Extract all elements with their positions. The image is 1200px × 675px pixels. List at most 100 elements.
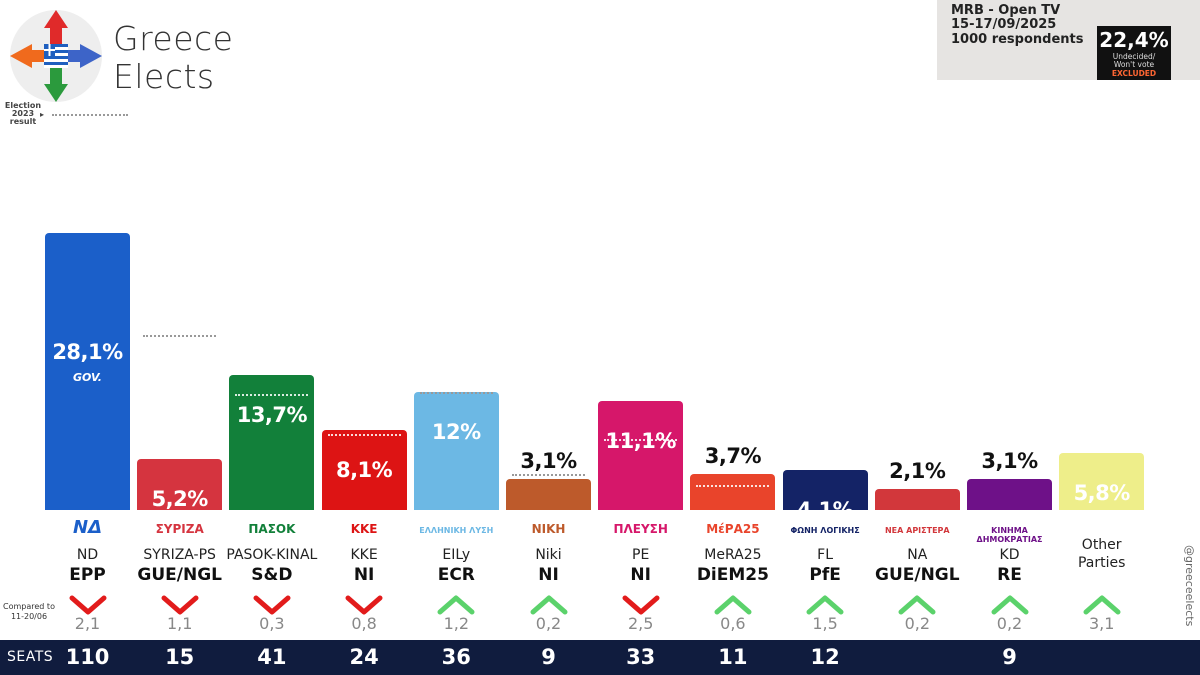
compared-line-1: Compared to bbox=[3, 602, 55, 611]
election-2023-marker bbox=[143, 334, 217, 337]
party-name: PE bbox=[632, 547, 650, 563]
undecided-pct: 22,4% bbox=[1099, 28, 1169, 52]
eu-group: GUE/NGL bbox=[137, 565, 222, 585]
change-value: 0,6 bbox=[720, 614, 746, 633]
seat-count: 110 bbox=[65, 645, 110, 669]
poll-dates: 15-17/09/2025 bbox=[951, 17, 1057, 32]
election-2023-marker bbox=[696, 485, 770, 488]
bar-kke bbox=[321, 430, 407, 510]
election-2023-marker bbox=[604, 439, 678, 442]
value-label: 3,1% bbox=[981, 449, 1038, 474]
brand-line-1: Greece bbox=[113, 19, 234, 58]
gov-label: GOV. bbox=[73, 371, 102, 384]
brand-line-2: Elects bbox=[113, 57, 215, 96]
party-name: EILy bbox=[442, 547, 471, 563]
undecided-label-1: Undecided/ bbox=[1112, 52, 1156, 61]
party-name-line: Parties bbox=[1077, 555, 1126, 571]
party-name: FL bbox=[817, 547, 834, 563]
social-handle: @greeceelects bbox=[1174, 545, 1200, 635]
seat-count: 33 bbox=[626, 645, 656, 669]
eu-group: NI bbox=[538, 565, 559, 585]
change-value: 0,8 bbox=[351, 614, 377, 633]
undecided-box: 22,4% Undecided/ Won't vote EXCLUDED bbox=[1097, 26, 1171, 80]
arrow-up-icon bbox=[530, 595, 567, 615]
seat-count: 15 bbox=[165, 645, 195, 669]
seat-count: 9 bbox=[541, 645, 556, 669]
change-value: 2,5 bbox=[627, 614, 654, 633]
party-logo-pasok: ΠΑΣΟΚ bbox=[248, 522, 296, 536]
arrow-down-icon bbox=[69, 595, 106, 615]
party-logo-el: ΕΛΛΗΝΙΚΗ ΛΥΣΗ bbox=[419, 526, 494, 535]
bar-pe bbox=[598, 400, 684, 510]
bar-niki bbox=[506, 479, 591, 510]
eu-group: NI bbox=[630, 565, 651, 585]
excluded-label: EXCLUDED bbox=[1111, 69, 1157, 78]
party-logo-nd: ΝΔ bbox=[73, 517, 102, 538]
legend-line-1: Election bbox=[4, 101, 42, 110]
social-handle-text: @greeceelects bbox=[1183, 545, 1196, 627]
election-2023-marker bbox=[235, 393, 309, 396]
change-value: 0,3 bbox=[259, 614, 285, 633]
election-2023-marker bbox=[327, 434, 401, 437]
eu-group: ECR bbox=[437, 565, 475, 585]
party-name: NA bbox=[907, 547, 928, 563]
bar-oth bbox=[1059, 452, 1145, 510]
legend-election-label: Election 2023 result bbox=[3, 102, 43, 126]
legend-dotted-line bbox=[52, 114, 128, 116]
greece-elects-logo bbox=[10, 10, 102, 102]
change-value: 1,5 bbox=[812, 614, 838, 633]
value-label: 12% bbox=[431, 419, 481, 444]
bar-pasok bbox=[229, 374, 315, 510]
seat-count: 11 bbox=[718, 645, 748, 669]
arrow-down-icon bbox=[253, 595, 291, 615]
value-label: 11,1% bbox=[605, 428, 677, 453]
eu-group: RE bbox=[997, 565, 1022, 585]
seat-count: 36 bbox=[441, 645, 471, 669]
value-label: 8,1% bbox=[335, 458, 393, 483]
seats-bar bbox=[0, 640, 1200, 675]
party-logo-syriza: ΣΥΡΙΖΑ bbox=[155, 522, 204, 536]
bar-nd bbox=[45, 233, 130, 510]
party-name: Niki bbox=[535, 547, 562, 563]
election-2023-marker bbox=[512, 473, 585, 476]
party-name: KKE bbox=[350, 547, 378, 563]
arrow-down-icon bbox=[161, 595, 199, 615]
bar-na bbox=[874, 489, 960, 510]
party-name: SYRIZA-PS bbox=[143, 547, 216, 563]
value-label: 5,8% bbox=[1073, 480, 1131, 505]
change-value: 0,2 bbox=[535, 614, 562, 633]
election-2023-marker bbox=[419, 391, 493, 394]
party-name: KD bbox=[999, 547, 1020, 563]
seat-count: 41 bbox=[257, 645, 287, 669]
arrow-down-icon bbox=[345, 595, 383, 615]
legend-arrow-icon: ▸ bbox=[40, 110, 45, 119]
party-name: PASOK-KINAL bbox=[226, 547, 318, 563]
arrow-up-icon bbox=[898, 595, 936, 615]
undecided-label-2: Won't vote bbox=[1113, 60, 1155, 69]
eu-group: DiEM25 bbox=[696, 565, 769, 585]
arrow-up-icon bbox=[437, 595, 475, 615]
legend-line-2: 2023 bbox=[11, 109, 35, 118]
change-value: 0,2 bbox=[996, 614, 1023, 633]
bar-el bbox=[413, 391, 499, 510]
value-label: 5,2% bbox=[151, 486, 209, 511]
bar-fl bbox=[782, 469, 868, 510]
seat-count: 9 bbox=[1002, 645, 1017, 669]
party-logo-fl: ΦΩΝΗ ΛΟΓΙΚΗΣ bbox=[790, 526, 860, 535]
bar-syriza bbox=[137, 458, 223, 510]
pollster: MRB - Open TV bbox=[951, 3, 1061, 18]
arrow-up-icon bbox=[714, 595, 752, 615]
value-label: 3,1% bbox=[520, 449, 577, 474]
arrow-up-icon bbox=[806, 595, 844, 615]
eu-group: PfE bbox=[809, 565, 841, 585]
party-name: ND bbox=[76, 547, 99, 563]
party-logo-niki: ΝΙΚΗ bbox=[531, 522, 566, 536]
value-label: 13,7% bbox=[236, 402, 308, 427]
bar-mera bbox=[690, 473, 776, 510]
change-value: 1,1 bbox=[166, 614, 193, 633]
seat-count: 12 bbox=[810, 645, 840, 669]
seats-label: SEATS bbox=[7, 649, 54, 665]
change-value: 3,1 bbox=[1088, 614, 1115, 633]
party-logo-mera: ΜέΡΑ25 bbox=[706, 522, 760, 536]
